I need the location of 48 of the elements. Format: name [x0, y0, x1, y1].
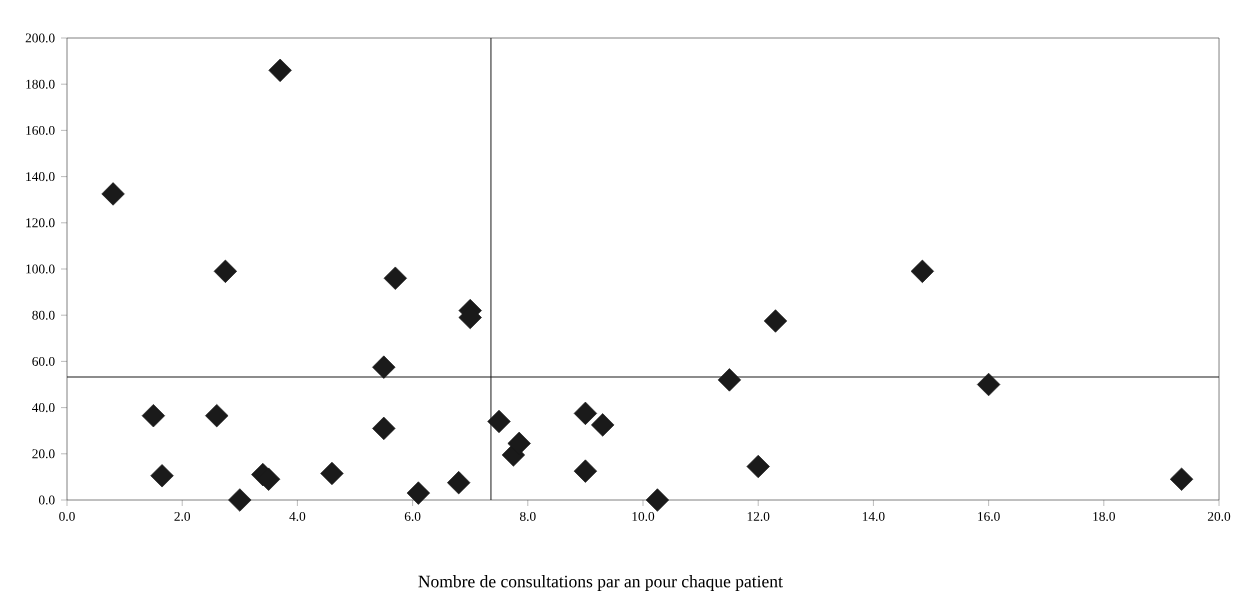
point: [645, 488, 670, 512]
point: [141, 404, 166, 428]
x-tick-label: 16.0: [978, 511, 1000, 521]
point: [717, 368, 742, 392]
x-tick-label: 18.0: [1093, 511, 1115, 521]
point: [213, 259, 238, 283]
point: [1169, 467, 1194, 491]
y-tick-label: 180.0: [26, 79, 55, 89]
point: [447, 471, 471, 495]
x-tick-label: 0.0: [59, 511, 75, 521]
x-tick-label: 20.0: [1207, 511, 1231, 521]
y-tick-label: 200.0: [25, 33, 55, 43]
point: [507, 431, 531, 456]
y-tick-label: 100.0: [26, 264, 55, 274]
y-tick-label: 80.0: [32, 310, 55, 320]
point: [383, 266, 407, 290]
point: [976, 372, 1001, 397]
x-tick-label: 4.0: [289, 511, 306, 521]
y-tick-label: 0.0: [38, 495, 55, 505]
x-tick-label: 8.0: [519, 511, 536, 521]
point: [487, 409, 511, 434]
x-tick-label: 6.0: [404, 511, 421, 521]
y-tick-label: 40.0: [32, 403, 55, 413]
point: [372, 416, 396, 441]
point: [205, 404, 229, 428]
point: [746, 454, 770, 479]
point: [406, 481, 431, 505]
point: [101, 182, 125, 206]
y-tick-label: 160.0: [26, 125, 55, 135]
point: [150, 464, 174, 488]
x-tick-label: 14.0: [862, 511, 885, 521]
x-axis-title: Nombre de consultations par an pour chaque patient: [418, 575, 783, 591]
point: [268, 58, 292, 82]
y-tick-label: 140.0: [26, 172, 55, 182]
point: [372, 355, 396, 379]
y-tick-label: 20.0: [32, 449, 55, 459]
point: [573, 459, 598, 483]
point: [910, 259, 935, 283]
point: [573, 401, 598, 426]
x-tick-label: 12.0: [747, 511, 770, 521]
point: [228, 488, 252, 512]
point: [763, 309, 788, 333]
y-tick-label: 120.0: [26, 218, 55, 228]
y-tick-label: 60.0: [32, 356, 55, 366]
point: [591, 413, 615, 437]
point: [320, 461, 344, 486]
x-tick-label: 10.0: [632, 511, 655, 521]
x-tick-label: 2.0: [174, 511, 191, 521]
